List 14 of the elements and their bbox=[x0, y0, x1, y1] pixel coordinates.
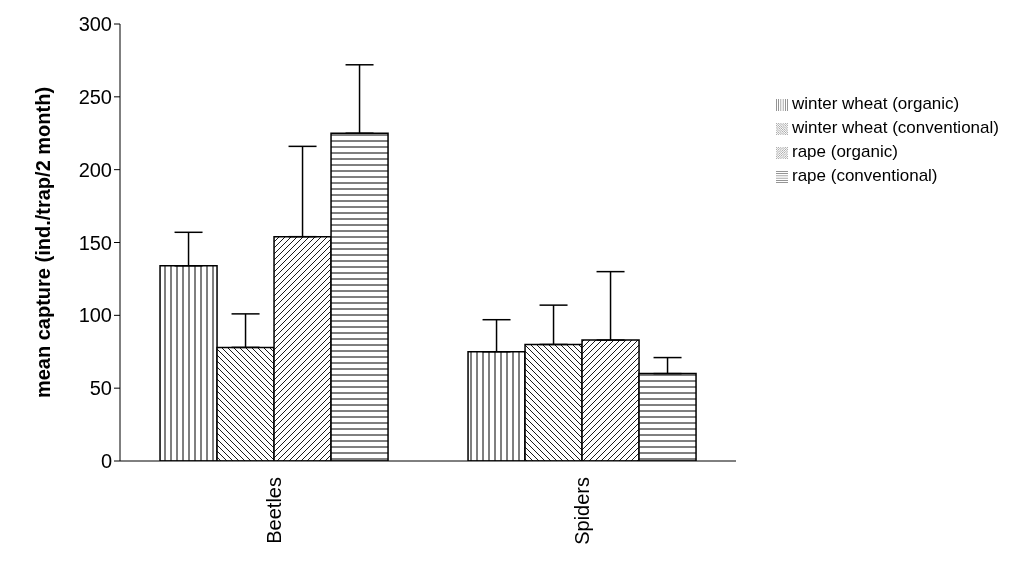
y-tick-label: 200 bbox=[78, 158, 112, 181]
y-tick-label: 150 bbox=[78, 231, 112, 254]
y-tick-label: 50 bbox=[89, 377, 112, 400]
y-tick-label: 250 bbox=[78, 85, 112, 108]
legend-label: winter wheat (organic) bbox=[792, 94, 960, 113]
legend-label: winter wheat (conventional) bbox=[792, 118, 999, 137]
x-tick-label: Beetles bbox=[263, 477, 285, 544]
y-axis-title: mean capture (ind./trap/2 month) bbox=[32, 86, 55, 399]
y-tick-label: 0 bbox=[100, 450, 112, 473]
legend-label: rape (conventional) bbox=[792, 166, 938, 185]
x-tick-label: Spiders bbox=[571, 477, 593, 545]
y-tick-label: 100 bbox=[78, 304, 112, 327]
legend-label: rape (organic) bbox=[792, 142, 898, 161]
y-tick-label: 300 bbox=[78, 13, 112, 36]
